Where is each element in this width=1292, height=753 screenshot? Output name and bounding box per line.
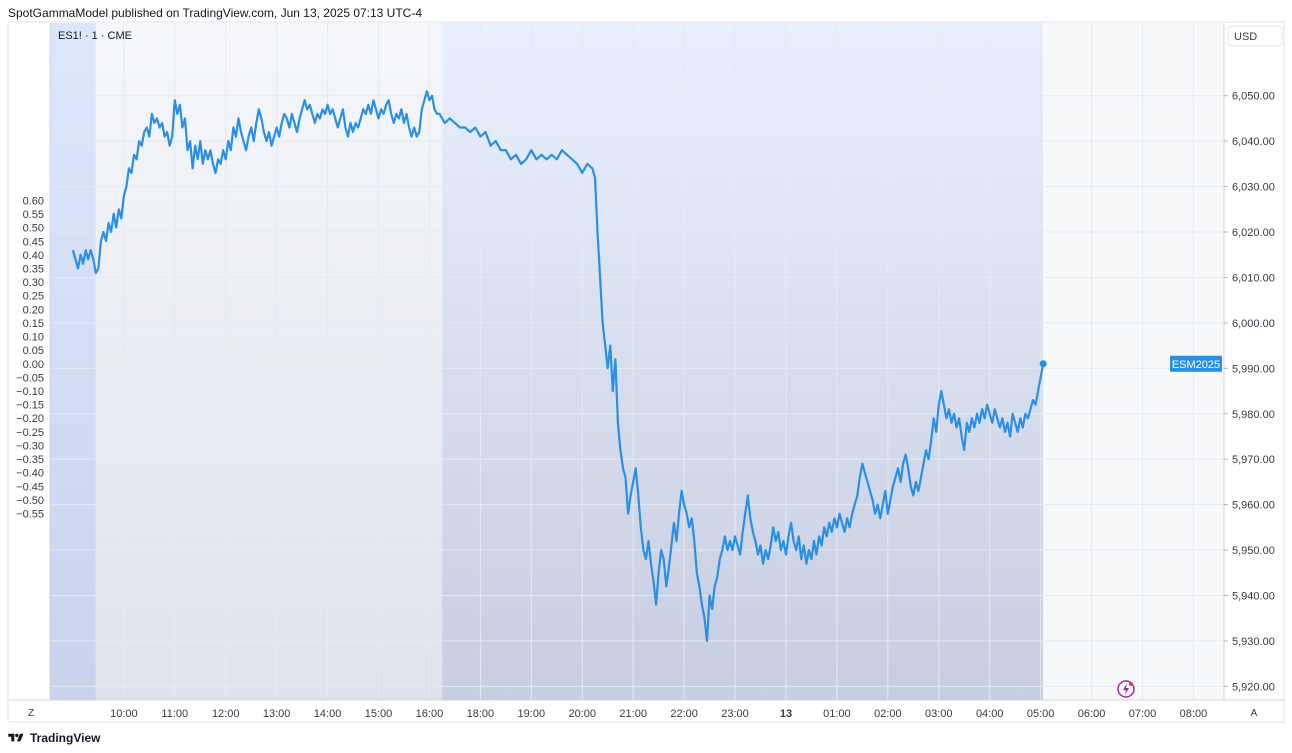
chart-overlays: ES1! · 1 · CME — [58, 30, 1135, 698]
left-tick-label: −0.45 — [16, 481, 44, 493]
left-tick-label: −0.30 — [16, 440, 44, 452]
axes — [7, 21, 1285, 723]
right-tick-label: 6,000.00 — [1232, 318, 1275, 330]
x-tick-label: 19:00 — [518, 708, 546, 720]
symbol-legend: ES1! · 1 · CME — [58, 30, 132, 42]
right-tick-label: 5,940.00 — [1232, 590, 1275, 602]
series-path-esm2025 — [71, 90, 1045, 642]
left-axis-ticks: 0.60 0.55 0.500.45 0.400.35 0.30 0.250.20 0.15… — [16, 195, 44, 520]
x-tick-label: 18:00 — [467, 708, 495, 720]
x-tick-label: 05:00 — [1027, 708, 1055, 720]
x-tick-label: 11:00 — [161, 708, 188, 720]
session-shade-1 — [95, 23, 443, 700]
x-tick-label: 04:00 — [976, 708, 1004, 720]
left-tick-label: −0.10 — [16, 386, 44, 398]
left-tick-label: −0.40 — [16, 468, 44, 480]
x-tick-label: 13:00 — [263, 708, 291, 720]
tradingview-brand[interactable]: TradingView — [8, 731, 100, 745]
right-tick-label: 6,050.00 — [1232, 91, 1275, 103]
last-value-badge-label: ESM2025 — [1172, 359, 1220, 371]
x-tick-label: 13 — [780, 708, 792, 720]
session-shade-2 — [442, 23, 1044, 700]
right-tick-label: 5,960.00 — [1232, 500, 1275, 512]
x-axis-ticks: 10:00 11:00 12:00 13:00 14:00 15:00 16:00 18:00… — [28, 708, 1258, 720]
currency-unit-label: USD — [1234, 31, 1257, 43]
left-tick-label: −0.15 — [16, 400, 44, 412]
right-tick-label: 5,980.00 — [1232, 409, 1275, 421]
left-tick-label: −0.50 — [16, 495, 44, 507]
x-tick-label: 07:00 — [1129, 708, 1157, 720]
x-tick-label: 06:00 — [1078, 708, 1106, 720]
currency-box — [1227, 25, 1283, 47]
left-tick-label: 0.40 — [23, 250, 44, 262]
right-tick-label: 6,010.00 — [1232, 272, 1275, 284]
left-tick-label: 0.50 — [23, 223, 44, 235]
right-tick-label: 6,020.00 — [1232, 227, 1275, 239]
x-tick-label: 23:00 — [721, 708, 749, 720]
brand-label: TradingView — [30, 731, 101, 745]
grid-lines — [50, 23, 1224, 700]
x-tick-label: 16:00 — [416, 708, 444, 720]
right-tick-label: 6,030.00 — [1232, 182, 1275, 194]
left-tick-label: 0.00 — [23, 359, 44, 371]
tradingview-logo-icon — [8, 733, 24, 742]
x-tick-label: 20:00 — [568, 708, 596, 720]
x-tick-label: 14:00 — [314, 708, 342, 720]
left-tick-label: 0.55 — [23, 209, 44, 221]
last-point-dot — [1039, 360, 1047, 368]
x-tick-label: 08:00 — [1180, 708, 1208, 720]
x-tick-label: 15:00 — [365, 708, 393, 720]
left-tick-label: 0.60 — [23, 195, 44, 207]
x-tick-label: 22:00 — [670, 708, 698, 720]
right-tick-label: 5,970.00 — [1232, 454, 1275, 466]
left-tick-label: 0.20 — [23, 304, 44, 316]
left-tick-label: −0.20 — [16, 413, 44, 425]
right-tick-label: 6,040.00 — [1232, 136, 1275, 148]
right-axis-ticks: 6,050.00 6,040.00 6,030.00 6,020.00 6,010.00… — [1170, 25, 1283, 693]
right-tick-label: 5,920.00 — [1232, 681, 1275, 693]
published-caption: SpotGammaModel published on TradingView.… — [8, 6, 423, 20]
series-line — [71, 90, 1047, 642]
left-tick-label: −0.55 — [16, 508, 44, 520]
x-tick-label: 21:00 — [619, 708, 647, 720]
x-tick-label: 02:00 — [874, 708, 902, 720]
left-tick-label: 0.30 — [23, 277, 44, 289]
x-tick-label: 10:00 — [110, 708, 138, 720]
left-tick-label: −0.25 — [16, 427, 44, 439]
zoom-reset-label: Z — [28, 708, 34, 719]
left-tick-label: 0.05 — [23, 345, 44, 357]
x-tick-label: 12:00 — [212, 708, 240, 720]
left-tick-label: 0.25 — [23, 291, 44, 303]
right-tick-label: 5,930.00 — [1232, 636, 1275, 648]
left-tick-label: 0.15 — [23, 318, 44, 330]
right-tick-label: 5,950.00 — [1232, 545, 1275, 557]
left-tick-label: −0.05 — [16, 372, 44, 384]
left-tick-label: 0.35 — [23, 263, 44, 275]
session-shade-0 — [50, 23, 96, 700]
x-tick-label: 03:00 — [925, 708, 953, 720]
left-tick-label: 0.45 — [23, 236, 44, 248]
left-tick-label: 0.10 — [23, 332, 44, 344]
right-tick-label: 5,990.00 — [1232, 363, 1275, 375]
left-tick-label: −0.35 — [16, 454, 44, 466]
lightning-icon — [1117, 680, 1135, 698]
auto-scale-label: A — [1251, 708, 1258, 719]
last-value-badge — [1170, 355, 1222, 372]
x-tick-label: 01:00 — [823, 708, 851, 720]
